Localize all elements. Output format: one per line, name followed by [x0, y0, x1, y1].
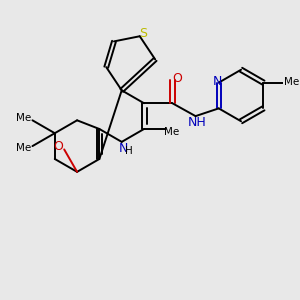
Text: O: O [172, 72, 182, 85]
Text: N: N [213, 75, 222, 88]
Text: Me: Me [284, 77, 300, 87]
Text: Me: Me [16, 143, 32, 153]
Text: NH: NH [187, 116, 206, 129]
Text: O: O [53, 140, 63, 153]
Text: S: S [139, 27, 147, 40]
Text: H: H [124, 146, 132, 156]
Text: N: N [118, 142, 128, 154]
Text: Me: Me [164, 127, 180, 137]
Text: Me: Me [16, 113, 32, 123]
